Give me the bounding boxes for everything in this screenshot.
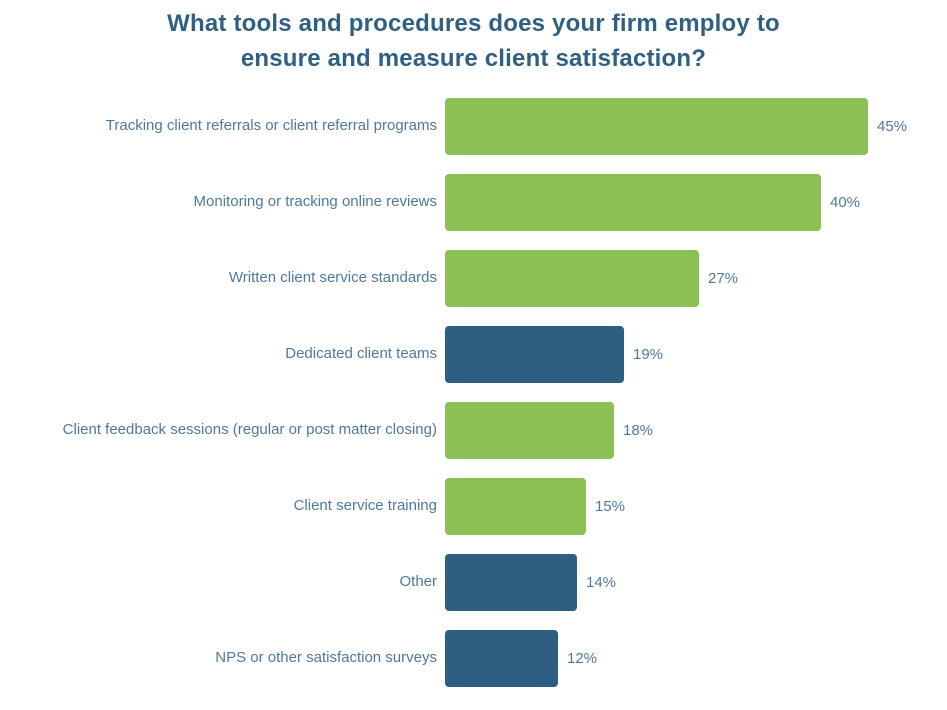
bar-zone: 27%	[445, 249, 947, 307]
bar	[445, 173, 821, 231]
chart-title: What tools and procedures does your firm…	[0, 6, 947, 76]
bar-row: Client service training 15%	[0, 468, 947, 544]
category-label: Tracking client referrals or client refe…	[105, 117, 437, 134]
value-label: 19%	[633, 345, 664, 363]
bar-row: Written client service standards 27%	[0, 240, 947, 316]
bar-zone: 14%	[445, 553, 947, 611]
bar-zone: 15%	[445, 477, 947, 535]
bar-row: Client feedback sessions (regular or pos…	[0, 392, 947, 468]
bar-zone: 12%	[445, 629, 947, 687]
bar	[445, 401, 614, 459]
category-label: Dedicated client teams	[285, 345, 437, 362]
bar	[445, 97, 868, 155]
bar-row: Monitoring or tracking online reviews 40%	[0, 164, 947, 240]
value-label: 40%	[830, 193, 861, 211]
value-label: 15%	[595, 497, 626, 515]
value-label: 12%	[567, 649, 598, 667]
category-label: Client feedback sessions (regular or pos…	[62, 421, 437, 438]
category-label: Client service training	[293, 497, 437, 514]
value-label: 27%	[708, 269, 739, 287]
bar-row: Dedicated client teams 19%	[0, 316, 947, 392]
value-label: 14%	[586, 573, 617, 591]
bar-zone: 19%	[445, 325, 947, 383]
value-label: 45%	[877, 117, 908, 135]
category-label: NPS or other satisfaction surveys	[215, 649, 437, 666]
bar-row: Other 14%	[0, 544, 947, 620]
bar-row: NPS or other satisfaction surveys 12%	[0, 620, 947, 696]
category-label: Other	[399, 573, 437, 590]
category-label: Monitoring or tracking online reviews	[193, 193, 437, 210]
chart-title-line1: What tools and procedures does your firm…	[167, 10, 780, 37]
value-label: 18%	[623, 421, 654, 439]
bar	[445, 553, 577, 611]
bar-zone: 45%	[445, 97, 947, 155]
bar	[445, 477, 586, 535]
bar-zone: 18%	[445, 401, 947, 459]
bar-row: Tracking client referrals or client refe…	[0, 88, 947, 164]
bar	[445, 249, 699, 307]
bar	[445, 629, 558, 687]
category-label: Written client service standards	[228, 269, 437, 286]
bar-zone: 40%	[445, 173, 947, 231]
bar-rows: Tracking client referrals or client refe…	[0, 88, 947, 696]
bar	[445, 325, 624, 383]
chart-title-line2: ensure and measure client satisfaction?	[240, 45, 707, 72]
